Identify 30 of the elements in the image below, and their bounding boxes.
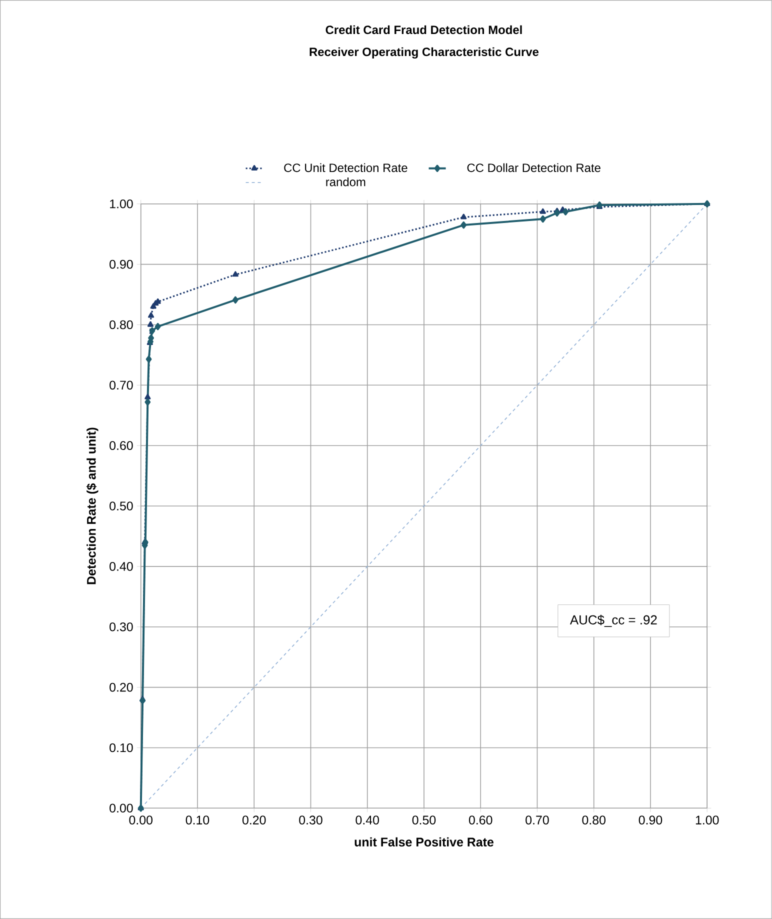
y-tick-label: 0.80 (110, 320, 133, 330)
y-tick-label: 0.70 (110, 380, 133, 390)
y-tick-label: 1.00 (110, 199, 133, 208)
chart-title: Credit Card Fraud Detection Model (326, 25, 522, 34)
x-tick-label: 0.30 (299, 816, 322, 824)
x-tick-label: 1.00 (696, 816, 719, 824)
annotation: AUC$_cc = .92 (570, 614, 657, 627)
y-axis-title: Detection Rate ($ and unit) (86, 428, 98, 584)
x-axis-title: unit False Positive Rate (354, 837, 494, 846)
x-tick-label: 0.70 (526, 816, 549, 824)
legend-label: CC Dollar Detection Rate (467, 163, 600, 172)
y-tick-label: 0.40 (110, 562, 133, 571)
x-tick-label: 0.40 (356, 816, 380, 824)
y-tick-label: 0.50 (110, 502, 133, 510)
x-tick-label: 0.00 (129, 816, 153, 824)
y-tick-label: 0.20 (110, 682, 133, 692)
legend-label: CC Unit Detection Rate (284, 163, 408, 172)
y-tick-label: 0.30 (110, 622, 133, 632)
x-tick-label: 0.90 (638, 816, 662, 824)
x-tick-label: 0.80 (582, 816, 606, 824)
x-tick-label: 0.60 (469, 816, 492, 824)
x-tick-label: 0.20 (242, 816, 266, 824)
y-tick-label: 0.60 (110, 441, 133, 450)
x-tick-label: 0.50 (412, 816, 436, 824)
y-tick-label: 0.10 (110, 743, 133, 752)
x-tick-label: 0.10 (186, 816, 210, 824)
chart-subtitle: Receiver Operating Characteristic Curve (310, 47, 539, 59)
y-tick-label: 0.00 (110, 804, 133, 813)
text: random (326, 177, 366, 186)
y-tick-label: 0.90 (110, 260, 133, 269)
